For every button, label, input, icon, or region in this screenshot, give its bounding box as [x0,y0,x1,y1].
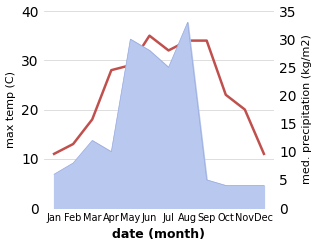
X-axis label: date (month): date (month) [113,228,205,242]
Y-axis label: max temp (C): max temp (C) [5,71,16,148]
Y-axis label: med. precipitation (kg/m2): med. precipitation (kg/m2) [302,35,313,185]
